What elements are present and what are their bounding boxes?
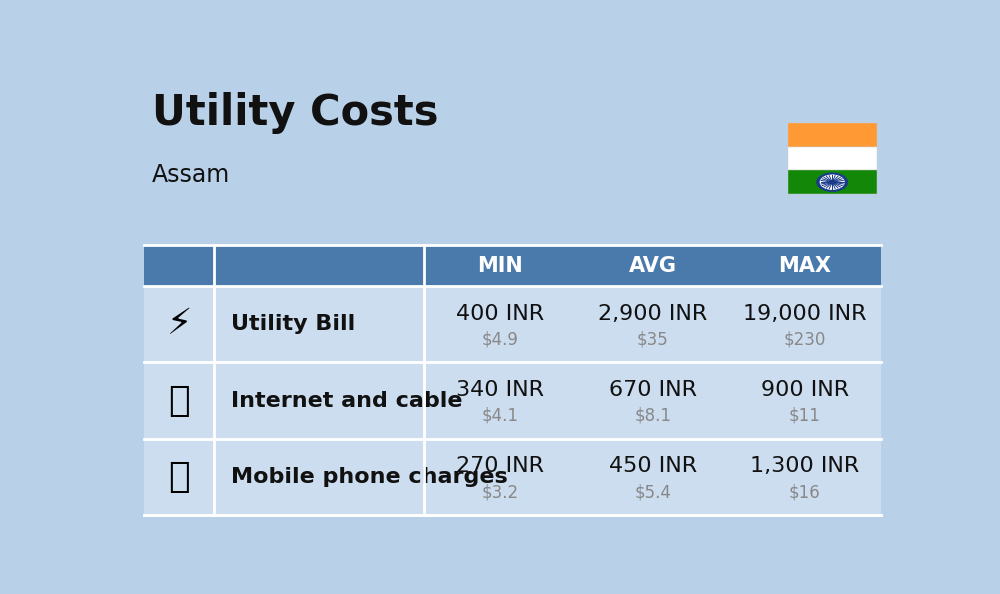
- Text: MAX: MAX: [778, 255, 831, 276]
- Text: 900 INR: 900 INR: [761, 380, 849, 400]
- Circle shape: [820, 175, 844, 189]
- Text: 400 INR: 400 INR: [456, 304, 544, 324]
- Text: 2,900 INR: 2,900 INR: [598, 304, 707, 324]
- FancyBboxPatch shape: [788, 123, 877, 147]
- Text: 📡: 📡: [169, 384, 190, 418]
- Text: $230: $230: [784, 331, 826, 349]
- Text: $35: $35: [637, 331, 669, 349]
- Text: Utility Bill: Utility Bill: [231, 314, 355, 334]
- Text: AVG: AVG: [629, 255, 677, 276]
- Circle shape: [817, 173, 847, 191]
- Text: $5.4: $5.4: [634, 483, 671, 501]
- Text: $4.1: $4.1: [482, 407, 519, 425]
- Text: $4.9: $4.9: [482, 331, 519, 349]
- Text: 19,000 INR: 19,000 INR: [743, 304, 867, 324]
- Text: MIN: MIN: [477, 255, 523, 276]
- Text: 1,300 INR: 1,300 INR: [750, 456, 859, 476]
- FancyBboxPatch shape: [144, 286, 881, 362]
- FancyBboxPatch shape: [144, 362, 881, 439]
- FancyBboxPatch shape: [144, 245, 881, 286]
- Text: 670 INR: 670 INR: [609, 380, 697, 400]
- Text: Internet and cable: Internet and cable: [231, 391, 463, 410]
- Text: 450 INR: 450 INR: [609, 456, 697, 476]
- Text: $8.1: $8.1: [634, 407, 671, 425]
- Text: $3.2: $3.2: [482, 483, 519, 501]
- Text: Utility Costs: Utility Costs: [152, 92, 439, 134]
- Text: 270 INR: 270 INR: [456, 456, 544, 476]
- Text: Assam: Assam: [152, 163, 230, 187]
- Text: 📱: 📱: [169, 460, 190, 494]
- Text: Mobile phone charges: Mobile phone charges: [231, 467, 508, 487]
- Text: $16: $16: [789, 483, 821, 501]
- Text: $11: $11: [789, 407, 821, 425]
- FancyBboxPatch shape: [788, 170, 877, 194]
- Text: ⚡: ⚡: [167, 307, 192, 342]
- Text: 340 INR: 340 INR: [456, 380, 544, 400]
- FancyBboxPatch shape: [144, 439, 881, 515]
- Circle shape: [829, 181, 835, 184]
- FancyBboxPatch shape: [788, 147, 877, 170]
